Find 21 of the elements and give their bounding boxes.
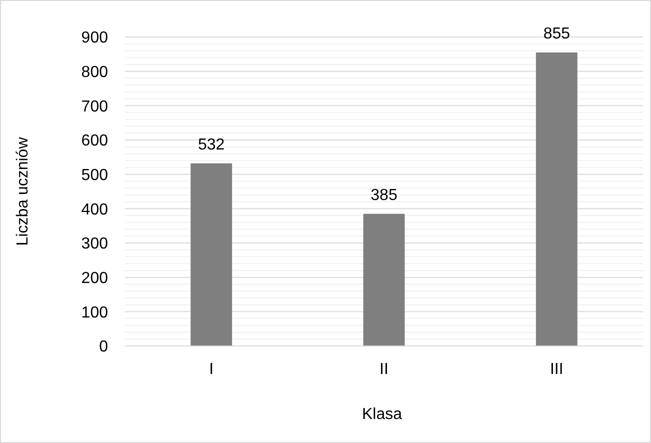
bar: [190, 163, 232, 346]
bar: [363, 214, 405, 346]
y-axis-title: Liczba uczniów: [14, 136, 32, 246]
x-tick-label: I: [209, 361, 214, 378]
y-tick-label: 800: [81, 64, 108, 81]
y-tick-label: 700: [81, 98, 108, 116]
y-tick-label: 200: [81, 270, 108, 287]
y-tick-label: 400: [81, 201, 108, 218]
y-tick-label: 500: [81, 166, 108, 184]
y-tick-label: 600: [81, 132, 108, 150]
x-tick-label: II: [380, 361, 388, 378]
data-label: 532: [198, 136, 225, 154]
data-label: 385: [370, 186, 398, 204]
bar: [536, 52, 578, 346]
x-tick-label: III: [550, 361, 564, 378]
y-tick-label: 100: [81, 304, 108, 322]
x-axis-title: Klasa: [362, 406, 402, 423]
y-tick-label: 300: [81, 236, 108, 253]
y-tick-label: 0: [99, 338, 108, 356]
data-label: 855: [543, 25, 570, 42]
y-tick-label: 900: [81, 30, 108, 47]
